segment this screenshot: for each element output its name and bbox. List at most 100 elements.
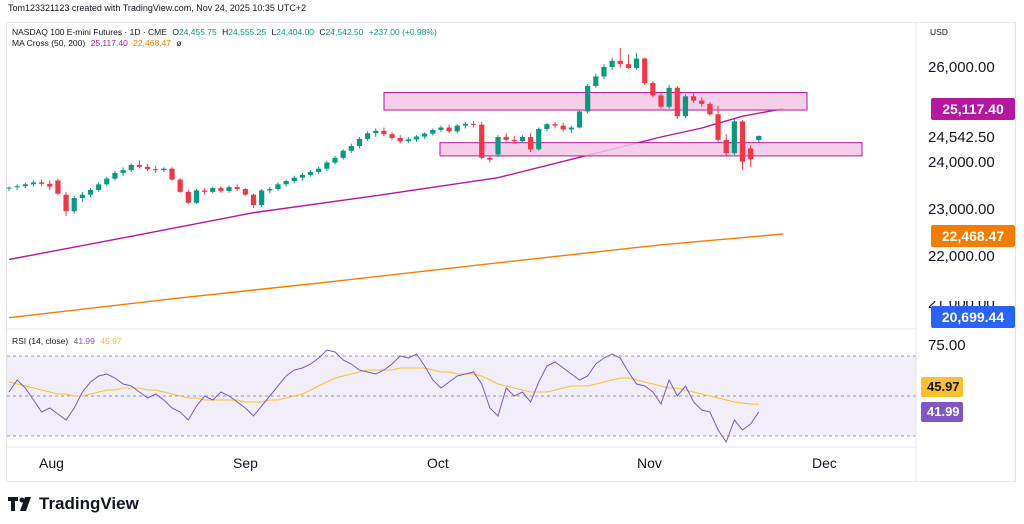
- candle: [699, 97, 705, 107]
- candle-body: [365, 133, 371, 139]
- candle-body: [446, 127, 452, 132]
- ma200-value: 22,468.47: [133, 38, 171, 48]
- candle-body: [495, 137, 501, 155]
- candle: [674, 85, 680, 120]
- candle-body: [609, 60, 615, 67]
- candle: [739, 119, 746, 170]
- candle: [617, 48, 623, 68]
- rsi-tick-75: 75.00: [928, 337, 966, 354]
- candle-body: [210, 188, 216, 192]
- candle: [144, 163, 151, 172]
- tradingview-brand: TradingView: [39, 494, 139, 513]
- candle-body: [568, 127, 574, 130]
- candle: [299, 172, 305, 181]
- candle: [6, 186, 12, 191]
- ohlc-open: O24,455.75: [172, 27, 217, 37]
- candle: [389, 132, 395, 140]
- currency-label[interactable]: USD: [930, 27, 948, 37]
- candle-body: [397, 137, 403, 142]
- ma-label[interactable]: MA Cross (50, 200): [12, 38, 86, 48]
- candle: [332, 155, 338, 165]
- candle: [22, 182, 28, 189]
- candle: [413, 135, 420, 142]
- candle-body: [756, 135, 762, 141]
- candle: [30, 180, 37, 187]
- candle: [633, 52, 640, 70]
- candle: [528, 133, 534, 153]
- candle-body: [87, 189, 94, 195]
- candle: [658, 92, 664, 109]
- candle-body: [55, 180, 61, 194]
- candle-body: [185, 191, 191, 203]
- candle: [177, 178, 183, 193]
- rsi-ma-tag: 45.97: [921, 377, 963, 397]
- tradingview-logo[interactable]: TradingView: [8, 494, 139, 514]
- candle: [153, 166, 159, 173]
- candle: [422, 132, 428, 139]
- candle: [470, 120, 477, 128]
- candle: [503, 133, 509, 142]
- candle-body: [528, 137, 534, 150]
- candle: [291, 175, 297, 184]
- candle: [487, 155, 493, 163]
- candle-body: [128, 164, 134, 171]
- candle: [723, 134, 729, 156]
- candle: [748, 145, 754, 168]
- candle: [210, 186, 216, 194]
- rsi-ma-value: 45.97: [100, 336, 122, 346]
- resistance-zone: [383, 92, 808, 111]
- candle-body: [552, 124, 558, 126]
- candle: [259, 189, 265, 208]
- candle: [169, 167, 175, 181]
- candle-body: [462, 123, 468, 126]
- symbol-legend: NASDAQ 100 E-mini Futures · 1D · CME O24…: [12, 27, 440, 37]
- price-tick-26000: 26,000.00: [928, 59, 995, 76]
- candle-body: [682, 96, 689, 117]
- candle: [446, 124, 452, 134]
- candle-body: [39, 182, 45, 184]
- candle: [242, 188, 248, 196]
- candle-body: [22, 184, 28, 187]
- candle-body: [79, 194, 85, 199]
- candle-body: [731, 121, 737, 154]
- candle-body: [503, 137, 509, 140]
- candle: [511, 136, 517, 144]
- ma-settings-icon[interactable]: ø: [176, 38, 182, 48]
- candle: [536, 127, 542, 151]
- candle-body: [715, 114, 721, 140]
- candle: [79, 191, 85, 202]
- candle-body: [511, 139, 517, 142]
- ma200-path: [8, 233, 784, 319]
- tradingview-logo-icon: [8, 497, 31, 511]
- ohlc-change: +237.00 (+0.98%): [368, 27, 437, 37]
- candle: [519, 135, 526, 143]
- symbol-title[interactable]: NASDAQ 100 E-mini Futures · 1D · CME: [12, 27, 167, 37]
- candle-body: [691, 96, 697, 101]
- candle-body: [291, 177, 297, 181]
- candle: [307, 170, 314, 177]
- candle: [218, 186, 224, 193]
- candle: [250, 193, 257, 208]
- candle: [275, 182, 281, 191]
- candle-body: [699, 100, 705, 104]
- candle: [128, 163, 134, 173]
- candle-body: [242, 189, 248, 195]
- candle-body: [218, 188, 224, 191]
- candle-body: [438, 127, 444, 130]
- candle-body: [332, 157, 338, 163]
- ma50-price-tag: 25,117.40: [931, 98, 1015, 120]
- rsi-line: [8, 349, 760, 444]
- rsi-label[interactable]: RSI (14, close): [12, 336, 69, 346]
- ohlc-close: C24,542.50: [319, 27, 364, 37]
- candle-body: [275, 184, 281, 190]
- candle-body: [601, 67, 607, 77]
- ma50-line: [8, 108, 784, 261]
- candle-body: [739, 121, 746, 162]
- candle: [356, 137, 363, 149]
- candle-body: [202, 190, 208, 192]
- candle-body: [324, 162, 330, 169]
- candle: [193, 189, 200, 205]
- candle-body: [153, 169, 159, 171]
- candle: [373, 128, 379, 138]
